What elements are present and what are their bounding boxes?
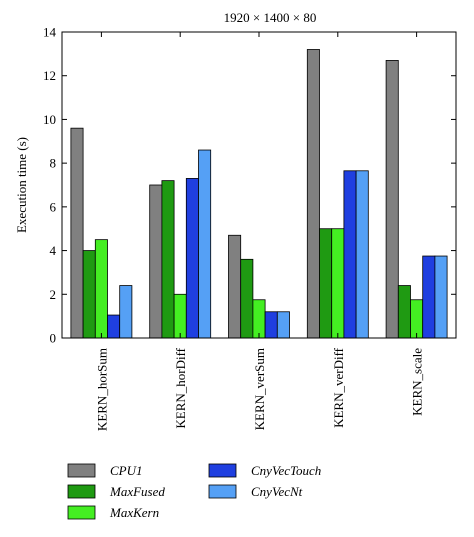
bar-CPU1-KERN_verDiff <box>306 49 320 339</box>
y-tick-label: 4 <box>50 243 57 258</box>
bar-MaxFused-KERN_scale <box>397 285 411 339</box>
y-axis-ticks: 0 2 4 6 8 10 12 14 <box>43 25 456 346</box>
legend-swatch-CnyVecTouch <box>208 463 237 478</box>
chart-title: 1920 × 1400 × 80 <box>224 10 317 25</box>
legend-label-MaxKern: MaxKern <box>109 505 159 520</box>
legend-label-MaxFused: MaxFused <box>109 484 165 499</box>
legend-label-CnyVecTouch: CnyVecTouch <box>251 463 321 478</box>
legend-swatch-CPU1 <box>67 463 96 478</box>
x-tick-label: KERN_verDiff <box>331 347 346 428</box>
y-tick-label: 2 <box>50 287 57 302</box>
x-tick-label: KERN_horSum <box>94 348 109 431</box>
y-tick-label: 6 <box>50 199 57 214</box>
bar-CPU1-KERN_verSum <box>228 234 242 339</box>
bar-CnyVecTouch-KERN_horDiff <box>185 178 199 339</box>
legend-swatch-CnyVecNt <box>208 484 237 499</box>
bar-CnyVecTouch-KERN_horSum <box>107 314 121 339</box>
bar-CPU1-KERN_horDiff <box>149 184 163 339</box>
legend-label-CnyVecNt: CnyVecNt <box>251 484 303 499</box>
y-tick-label: 8 <box>50 156 57 171</box>
bar-MaxFused-KERN_verDiff <box>319 228 333 339</box>
x-tick-label: KERN_horDiff <box>173 347 188 428</box>
bar-CnyVecNt-KERN_horDiff <box>198 149 212 339</box>
bar-CnyVecNt-KERN_verDiff <box>355 170 369 339</box>
bar-MaxKern-KERN_horDiff <box>173 293 187 339</box>
bar-MaxKern-KERN_scale <box>410 299 424 339</box>
bar-MaxKern-KERN_horSum <box>94 239 108 339</box>
bar-MaxKern-KERN_verSum <box>252 299 266 339</box>
bar-CnyVecNt-KERN_scale <box>434 255 448 339</box>
bar-MaxFused-KERN_horDiff <box>161 180 175 339</box>
legend: CPU1 MaxFused MaxKern CnyVecTouch CnyVecNt <box>67 463 321 520</box>
bars-group <box>70 49 448 339</box>
x-tick-label: KERN_verSum <box>252 348 267 430</box>
bar-CnyVecTouch-KERN_verDiff <box>343 170 357 339</box>
x-axis-ticks: KERN_horSum KERN_horDiff KERN_verSum KERN_v… <box>94 32 425 431</box>
y-tick-label: 0 <box>50 331 57 346</box>
bar-CPU1-KERN_scale <box>385 60 399 339</box>
y-tick-label: 10 <box>43 112 56 127</box>
x-tick-label: KERN_scale <box>410 348 425 416</box>
y-tick-label: 14 <box>43 25 57 40</box>
legend-swatch-MaxKern <box>67 505 96 520</box>
bar-CnyVecNt-KERN_verSum <box>276 311 290 339</box>
y-tick-label: 12 <box>43 68 56 83</box>
y-axis-label: Execution time (s) <box>14 137 29 233</box>
bar-MaxKern-KERN_verDiff <box>331 228 345 339</box>
legend-label-CPU1: CPU1 <box>110 463 143 478</box>
bar-MaxFused-KERN_horSum <box>82 250 96 339</box>
bar-CnyVecNt-KERN_horSum <box>119 285 133 339</box>
bar-CPU1-KERN_horSum <box>70 127 84 339</box>
bar-CnyVecTouch-KERN_scale <box>422 255 436 339</box>
bar-MaxFused-KERN_verSum <box>240 258 254 339</box>
legend-swatch-MaxFused <box>67 484 96 499</box>
bar-CnyVecTouch-KERN_verSum <box>264 311 278 339</box>
